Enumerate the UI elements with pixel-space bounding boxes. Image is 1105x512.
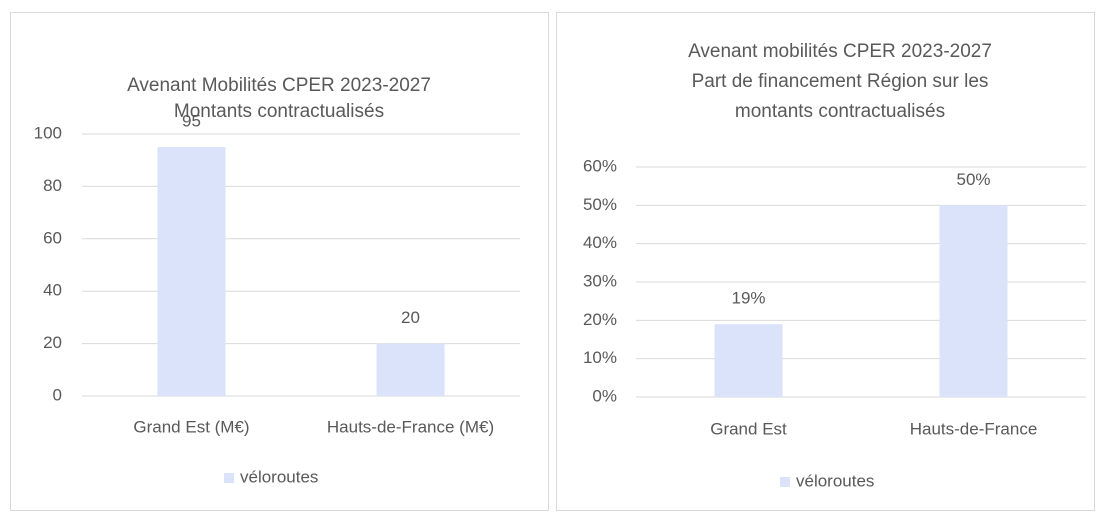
y-tick-label: 30% xyxy=(583,271,617,290)
y-tick-label: 0 xyxy=(53,385,62,404)
bar xyxy=(376,343,445,396)
x-tick-label: Hauts-de-France xyxy=(910,419,1038,438)
x-tick-label: Grand Est xyxy=(710,419,787,438)
y-tick-label: 20% xyxy=(583,310,617,329)
y-tick-label: 100 xyxy=(34,123,62,142)
chart-title: Part de financement Région sur les xyxy=(692,71,989,92)
data-label: 20 xyxy=(401,308,420,327)
y-tick-label: 40 xyxy=(43,281,62,300)
data-label: 95 xyxy=(182,112,201,131)
y-tick-label: 50% xyxy=(583,195,617,214)
legend-swatch xyxy=(224,473,234,483)
x-tick-label: Grand Est (M€) xyxy=(133,417,249,436)
legend-label: véloroutes xyxy=(796,471,874,490)
chart-title: Avenant Mobilités CPER 2023-2027 xyxy=(127,75,431,96)
y-tick-label: 20 xyxy=(43,333,62,352)
y-tick-label: 60 xyxy=(43,228,62,247)
legend-label: véloroutes xyxy=(240,467,318,486)
chart-title: Montants contractualisés xyxy=(174,101,384,122)
data-label: 19% xyxy=(731,289,765,308)
x-tick-label: Hauts-de-France (M€) xyxy=(327,417,494,436)
y-tick-label: 80 xyxy=(43,176,62,195)
bar xyxy=(157,147,226,396)
y-tick-label: 40% xyxy=(583,233,617,252)
legend-swatch xyxy=(780,477,790,487)
data-label: 50% xyxy=(956,170,990,189)
chart-title: montants contractualisés xyxy=(735,101,945,122)
chart-frame xyxy=(10,12,549,511)
y-tick-label: 10% xyxy=(583,348,617,367)
chart-title: Avenant mobilités CPER 2023-2027 xyxy=(688,41,992,62)
bar xyxy=(714,324,783,397)
y-tick-label: 0% xyxy=(592,386,617,405)
bar xyxy=(939,205,1008,397)
y-tick-label: 60% xyxy=(583,156,617,175)
